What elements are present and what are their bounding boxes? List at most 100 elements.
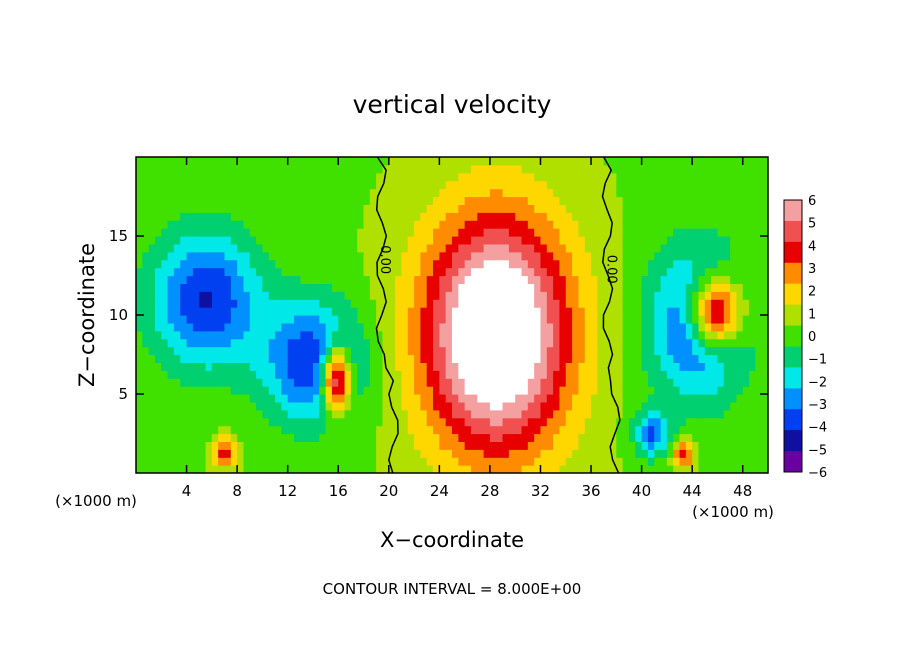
heatmap-cell [704,315,712,324]
heatmap-cell [439,212,447,221]
heatmap-cell [666,409,674,419]
heatmap-cell [426,394,434,403]
heatmap-cell [711,346,719,356]
heatmap-cell [344,449,352,458]
heatmap-cell [553,465,561,473]
heatmap-cell [338,433,346,442]
heatmap-cell [730,196,737,205]
heatmap-cell [534,386,542,395]
heatmap-cell [496,259,504,269]
heatmap-cell [154,307,162,316]
heatmap-cell [470,378,478,387]
heatmap-cell [559,394,567,403]
heatmap-cell [521,330,529,340]
heatmap-cell [736,188,744,198]
heatmap-cell [249,212,257,221]
heatmap-cell [692,354,700,363]
heatmap-cell [730,362,737,371]
heatmap-cell [414,394,421,403]
heatmap-cell [142,204,150,213]
heatmap-cell [420,259,428,269]
heatmap-cell [572,157,579,166]
heatmap-cell [287,386,295,395]
heatmap-cell [300,283,308,292]
heatmap-cell [420,267,428,277]
heatmap-cell [344,378,352,387]
heatmap-cell [167,370,175,379]
heatmap-cell [262,283,270,292]
heatmap-cell [439,228,447,237]
heatmap-cell [376,433,384,442]
heatmap-cell [312,220,320,229]
heatmap-cell [470,330,478,340]
heatmap-cell [306,220,314,229]
heatmap-cell [167,291,175,300]
heatmap-cell [711,172,719,182]
heatmap-cell [161,433,169,442]
heatmap-cell [470,283,478,292]
heatmap-cell [685,330,693,340]
heatmap-cell [591,251,598,261]
heatmap-cell [420,457,428,466]
heatmap-cell [407,172,415,182]
heatmap-cell [312,283,320,292]
heatmap-cell [407,259,415,269]
heatmap-cell [483,386,491,395]
heatmap-cell [173,188,181,198]
heatmap-cell [338,441,346,450]
heatmap-cell [287,283,295,292]
heatmap-cell [502,346,510,356]
heatmap-cell [660,267,668,277]
heatmap-cell [628,457,636,466]
heatmap-cell [559,180,567,190]
heatmap-cell [711,370,719,379]
heatmap-cell [527,457,535,466]
heatmap-cell [647,188,655,198]
heatmap-cell [300,299,308,308]
heatmap-cell [496,180,504,190]
heatmap-cell [660,409,668,419]
y-axis-label: Z−coordinate [75,243,99,387]
heatmap-cell [761,188,768,198]
heatmap-cell [331,291,339,300]
colorbar-swatch [784,388,802,410]
heatmap-cell [161,346,169,356]
heatmap-cell [730,378,737,387]
heatmap-cell [300,220,308,229]
heatmap-cell [641,409,649,419]
heatmap-cell [407,338,415,348]
heatmap-cell [275,338,282,348]
heatmap-cell [401,425,409,435]
heatmap-cell [679,283,687,292]
heatmap-cell [224,315,232,324]
heatmap-cell [230,346,238,356]
heatmap-cell [458,441,466,450]
heatmap-cell [749,236,756,245]
heatmap-cell [572,394,579,403]
heatmap-cell [616,259,624,269]
heatmap-cell [306,354,314,363]
heatmap-cell [679,394,687,403]
heatmap-cell [256,465,263,473]
heatmap-cell [565,267,573,277]
heatmap-cell [154,409,162,419]
heatmap-cell [666,157,674,166]
heatmap-cell [338,196,346,205]
heatmap-cell [218,417,226,427]
x-unit-right: (×1000 m) [692,503,774,521]
heatmap-cell [458,283,466,292]
heatmap-cell [749,386,756,395]
heatmap-cell [521,386,529,395]
heatmap-cell [338,164,346,174]
heatmap-cell [350,441,358,450]
heatmap-cell [325,322,333,332]
heatmap-cell [698,228,706,237]
heatmap-cell [521,322,529,332]
heatmap-cell [572,259,579,269]
heatmap-cell [243,457,251,466]
heatmap-cell [723,212,731,221]
heatmap-cell [464,394,472,403]
heatmap-cell [483,188,491,198]
heatmap-cell [546,449,554,458]
heatmap-cell [742,172,750,182]
